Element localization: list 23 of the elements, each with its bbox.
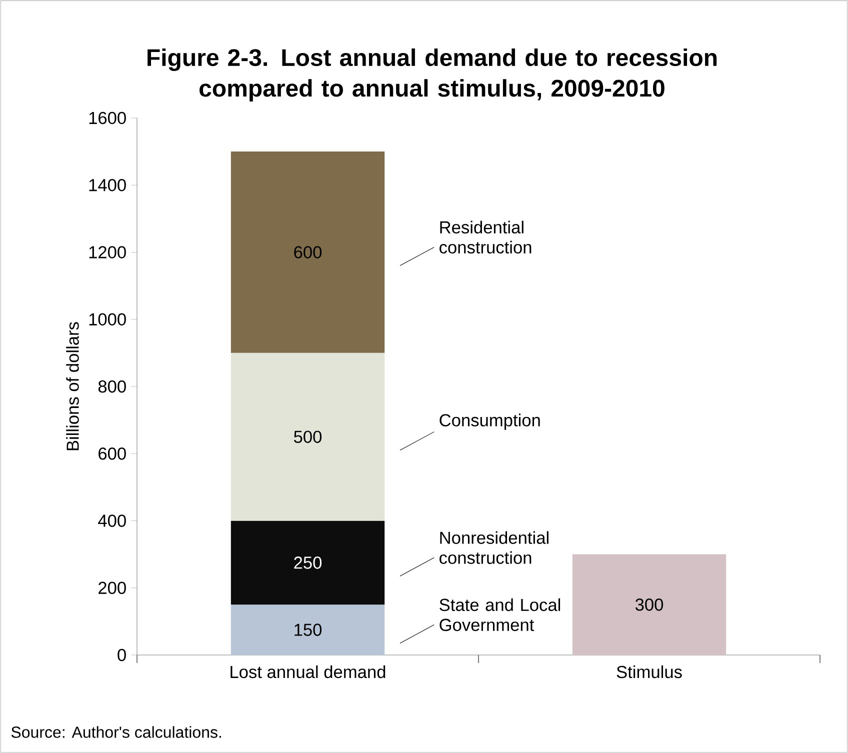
data-label: 150 [294,624,322,636]
y-tick-label: 400 [98,514,126,527]
data-label: 600 [294,246,322,258]
y-tick-label: 1400 [89,178,126,192]
x-tick-label: Stimulus [616,665,682,678]
y-tick-label: 800 [98,380,126,393]
y-axis-title: Billions of dollars [66,322,79,450]
y-tick-label: 0 [118,648,126,662]
text: Consumption [440,414,540,430]
chart-title: Figure 2-3. Lost annual demand due to recession compared to annual stimulus, 2009-2010 [148,48,717,102]
text: Nonresidential construction [440,531,548,564]
y-tick-label: 200 [98,582,126,594]
text: Residential construction [440,220,532,254]
y-tick-label: 1600 [89,112,126,124]
data-label: 250 [294,556,322,569]
y-tick-label: 600 [98,447,126,460]
y-tick-label: 1000 [89,313,126,326]
text: State and Local Government [440,598,560,632]
y-tick-label: 1200 [89,246,126,258]
data-label: 500 [294,430,322,443]
source-note: Source: Author's calculations. [11,726,221,738]
x-tick-label: Lost annual demand [230,665,386,678]
data-label: 300 [635,598,664,611]
